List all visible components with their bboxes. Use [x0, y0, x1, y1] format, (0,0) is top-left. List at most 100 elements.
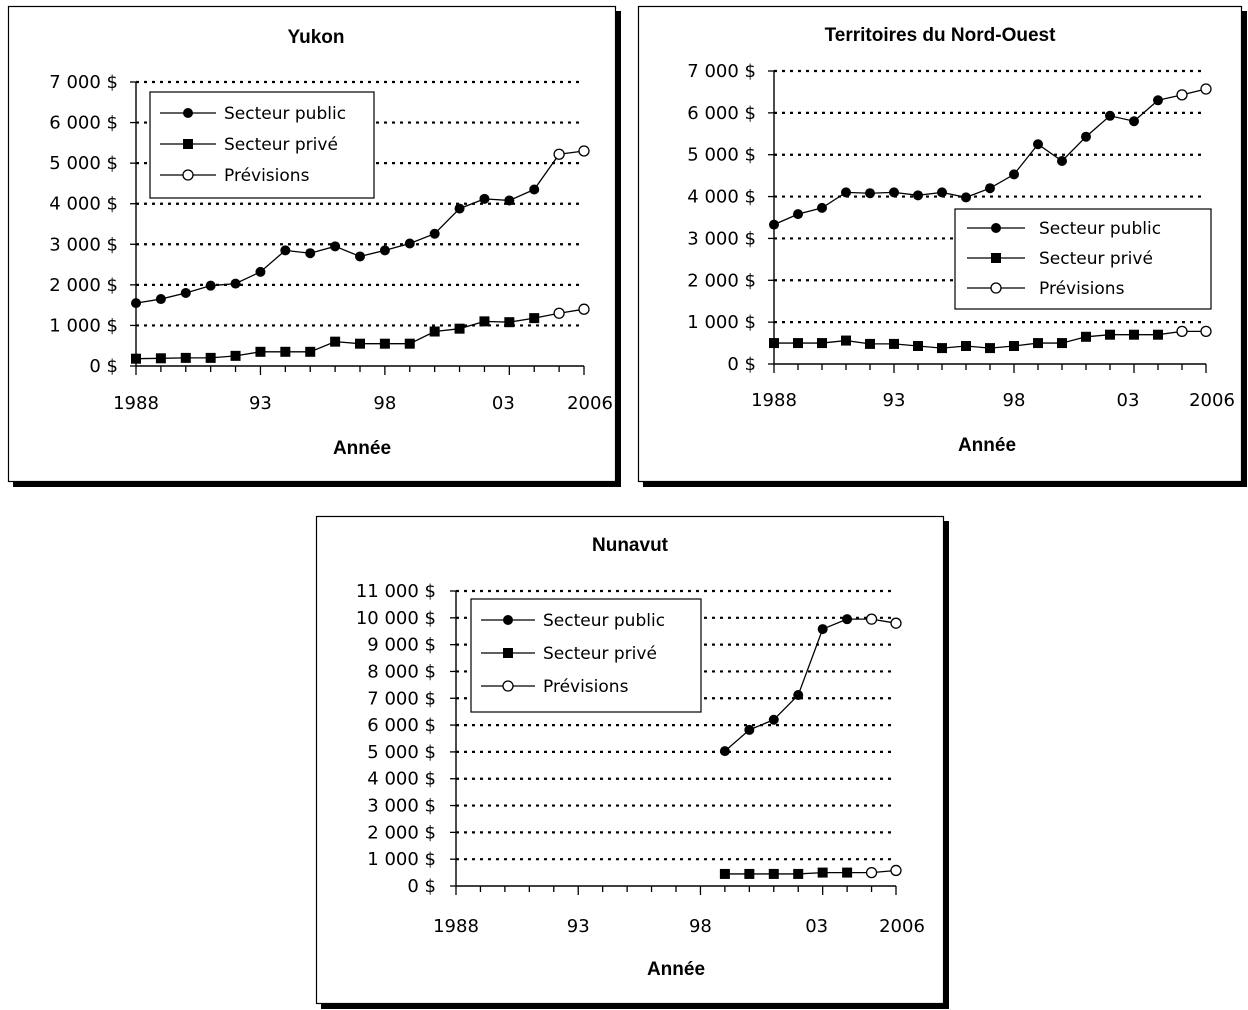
- data-point: [205, 352, 216, 363]
- chart-title: Yukon: [287, 27, 344, 48]
- legend-item-secteur-public: Secteur public: [160, 104, 346, 124]
- legend-item-previsions: Prévisions: [967, 279, 1125, 299]
- y-tick-label: 7 000 $: [367, 688, 436, 709]
- chart-svg: Territoires du Nord-Ouest 0 $ 1 000 $ 2 000…: [637, 5, 1247, 487]
- y-tick-label: 2 000 $: [367, 822, 436, 843]
- data-point: [330, 336, 341, 347]
- series-previsions: [847, 864, 902, 879]
- data-point: [769, 338, 779, 349]
- data-point: [961, 341, 971, 352]
- chart-panel-territoires-du-nord-ouest: Territoires du Nord-Ouest 0 $ 1 000 $ 2 000…: [637, 5, 1248, 488]
- data-point: [255, 266, 266, 277]
- data-point: [744, 868, 755, 879]
- data-point: [429, 326, 440, 337]
- series-secteur-prive: [769, 329, 1163, 354]
- x-tick-label: 2006: [1189, 390, 1235, 411]
- chart-panel-yukon: Yukon 0 $ 1 000 $ 2 000 $ 3 000 $ 4 000 $ 5 00…: [7, 5, 622, 488]
- data-point: [1200, 325, 1212, 338]
- legend: Secteur public Secteur privé Prévisions: [954, 208, 1212, 310]
- legend-marker: [990, 282, 1002, 294]
- legend: Secteur public Secteur privé Prévisions: [149, 91, 375, 199]
- x-axis-title: Année: [647, 959, 705, 980]
- legend-item-secteur-public: Secteur public: [967, 219, 1161, 239]
- y-tick-label: 9 000 $: [367, 635, 436, 656]
- data-point: [1129, 329, 1139, 340]
- data-point: [841, 335, 851, 346]
- data-point: [1081, 131, 1091, 142]
- legend-item-previsions: Prévisions: [481, 677, 629, 697]
- data-point: [1105, 110, 1115, 121]
- data-point: [454, 323, 465, 334]
- data-point: [1200, 83, 1212, 95]
- data-point: [578, 145, 590, 157]
- data-point: [817, 202, 827, 213]
- data-point: [1105, 329, 1115, 340]
- series-previsions: [533, 145, 590, 190]
- data-point: [131, 298, 141, 309]
- data-point: [817, 338, 827, 349]
- y-tick-label: 1 000 $: [49, 315, 118, 336]
- data-point: [817, 624, 828, 635]
- legend-label: Prévisions: [224, 166, 310, 186]
- data-point: [793, 209, 803, 220]
- x-tick-label: 1988: [433, 916, 479, 937]
- data-point: [504, 317, 515, 328]
- x-tick-label: 1988: [113, 393, 159, 414]
- data-point: [913, 341, 923, 352]
- y-tick-label: 6 000 $: [687, 103, 756, 124]
- data-point: [817, 867, 828, 878]
- data-point: [1176, 325, 1188, 338]
- x-tick-label: 2006: [879, 916, 925, 937]
- chart-title: Nunavut: [592, 535, 669, 556]
- data-point: [504, 195, 515, 206]
- data-point: [889, 187, 899, 198]
- series-previsions: [1157, 83, 1212, 101]
- data-point: [1176, 89, 1188, 101]
- y-tick-label: 7 000 $: [687, 61, 756, 82]
- data-point: [578, 303, 590, 315]
- data-point: [1009, 169, 1019, 180]
- legend-item-secteur-prive: Secteur privé: [967, 249, 1153, 269]
- x-axis-title: Année: [333, 438, 391, 459]
- y-tick-label: 7 000 $: [49, 72, 118, 93]
- data-point: [429, 228, 440, 239]
- data-point: [529, 313, 540, 324]
- data-point: [842, 867, 853, 878]
- data-point: [1033, 338, 1043, 349]
- data-point: [180, 352, 191, 363]
- data-point: [865, 188, 875, 199]
- legend-label: Secteur public: [543, 611, 665, 631]
- x-tick-label: 03: [1117, 390, 1140, 411]
- y-tick-label: 1 000 $: [687, 312, 756, 333]
- y-tick-label: 3 000 $: [367, 796, 436, 817]
- data-point: [180, 287, 191, 298]
- x-tick-label: 93: [883, 390, 906, 411]
- data-point: [913, 190, 923, 201]
- data-point: [890, 864, 902, 877]
- series-secteur-public: [131, 184, 540, 309]
- legend-marker: [991, 253, 1001, 263]
- series-previsions: [534, 303, 590, 319]
- data-point: [719, 868, 730, 879]
- data-point: [155, 294, 166, 305]
- legend-item-secteur-prive: Secteur privé: [481, 644, 657, 664]
- data-point: [841, 187, 851, 198]
- legend-marker: [991, 223, 1001, 233]
- data-point: [280, 346, 291, 357]
- series-secteur-public: [719, 614, 853, 757]
- data-point: [379, 338, 390, 349]
- x-tick-label: 98: [1003, 390, 1026, 411]
- legend-marker: [183, 108, 193, 118]
- data-point: [1129, 116, 1139, 127]
- x-axis-title: Année: [958, 435, 1016, 456]
- x-tick-label: 93: [567, 916, 590, 937]
- y-tick-label: 5 000 $: [687, 145, 756, 166]
- data-point: [744, 724, 755, 735]
- data-point: [553, 148, 565, 160]
- data-point: [131, 353, 141, 364]
- chart-svg: Yukon 0 $ 1 000 $ 2 000 $ 3 000 $ 4 000 $ 5 00…: [7, 5, 621, 487]
- y-tick-label: 6 000 $: [367, 715, 436, 736]
- legend-marker: [183, 139, 193, 149]
- legend-label: Secteur privé: [1039, 249, 1153, 269]
- y-tick-label: 0 $: [727, 354, 756, 375]
